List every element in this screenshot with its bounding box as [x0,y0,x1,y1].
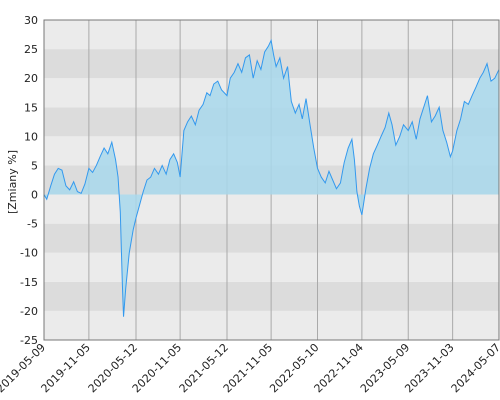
y-tick-label: 15 [24,101,38,114]
x-axis-tick-labels: 2019-05-092019-11-052020-05-122020-11-05… [0,341,500,395]
y-tick-label: -25 [20,334,38,347]
y-tick-label: 20 [24,72,38,85]
y-tick-label: 30 [24,14,38,27]
y-tick-label: 0 [31,189,38,202]
y-tick-label: -20 [20,305,38,318]
y-tick-label: 5 [31,159,38,172]
y-axis-label: [Zmiany %] [6,150,19,214]
series-line [43,38,500,317]
plot-border [43,19,500,341]
y-tick-label: 10 [24,130,38,143]
x-tick-label: 2024-05-07 [449,341,500,395]
y-tick-label: -5 [27,218,38,231]
y-tick-label: 25 [24,43,38,56]
y-axis-tick-labels: -25 -20 -15 -10 -5 0 5 10 15 20 25 30 [20,14,38,347]
y-tick-label: -15 [20,276,38,289]
series-area-fill [44,40,499,317]
plot-frame [43,19,500,341]
y-tick-label: -10 [20,247,38,260]
